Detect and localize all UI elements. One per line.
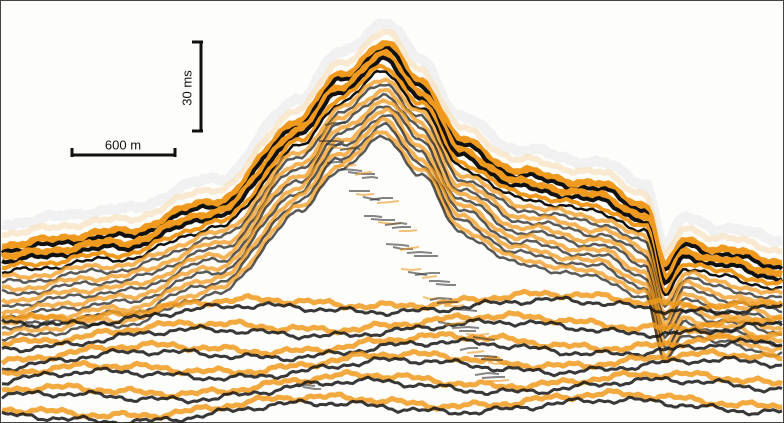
chaotic-reflector [399,246,420,251]
chaotic-reflector [385,243,410,247]
deep-black-reflector [1,375,783,405]
chaotic-reflector [472,336,496,341]
chaotic-reflector [429,296,453,301]
chaotic-reflector [391,226,411,229]
chaotic-reflector [364,215,383,218]
black-reflector [1,134,783,364]
chaotic-reflector [435,283,456,286]
chaotic-reflector [319,140,345,143]
deep-black-reflector [1,295,783,329]
deep-black-reflector [1,395,783,423]
chaotic-reflector [326,161,343,164]
chaotic-reflector [324,122,346,126]
chaotic-reflector [340,168,363,172]
deep-black-reflector [1,317,783,354]
chaotic-reflector [399,229,418,232]
chaotic-reflector [355,193,375,197]
chaotic-reflector [421,275,438,279]
deep-orange-reflector [0,288,784,325]
chaotic-reflector [474,371,500,376]
chaotic-reflector [370,218,395,221]
chaotic-reflector [429,280,451,283]
deep-orange-reflector [1,310,783,348]
chaotic-reflector [465,333,490,337]
chaotic-reflector [376,200,400,204]
deep-black-reflector [1,337,783,373]
vertical-scale-label: 30 ms [179,70,194,106]
chaotic-reflector [480,358,503,361]
chaotic-reflector [361,175,379,179]
chaotic-reflector [339,146,361,151]
chaotic-reflector [450,308,478,312]
chaotic-reflector [406,250,433,254]
deep-black-reflector [2,355,783,386]
orange-reflector [1,116,783,347]
chaotic-reflector [302,386,321,390]
chaotic-reflector [487,361,508,366]
chaotic-reflector [295,383,316,387]
deep-orange-reflector [0,330,783,366]
chaotic-reflector [459,347,478,351]
chaotic-reflector [369,197,393,201]
deep-orange-reflector [1,347,783,377]
chaotic-reflector [436,301,458,304]
chaotic-reflector [384,221,408,226]
deep-orange-reflector [1,368,783,400]
scale-bars: 30 ms 600 m [70,40,203,157]
horizontal-scale-label: 600 m [105,137,141,152]
chaotic-reflector [451,325,480,329]
chaotic-reflector [489,379,510,382]
black-reflector [1,69,783,297]
chaotic-reflector [414,272,440,276]
chaotic-reflector [481,376,505,379]
chaotic-reflector [325,143,341,146]
chaotic-reflector [354,171,373,176]
chaotic-reflector [466,350,485,354]
chaotic-reflector [334,164,357,167]
reflectors [0,18,784,423]
orange-reflector [0,98,783,328]
chaotic-reflector [444,304,465,307]
chaotic-reflector [474,355,498,358]
chaotic-reflector [400,268,422,272]
chaotic-reflector [444,321,467,326]
